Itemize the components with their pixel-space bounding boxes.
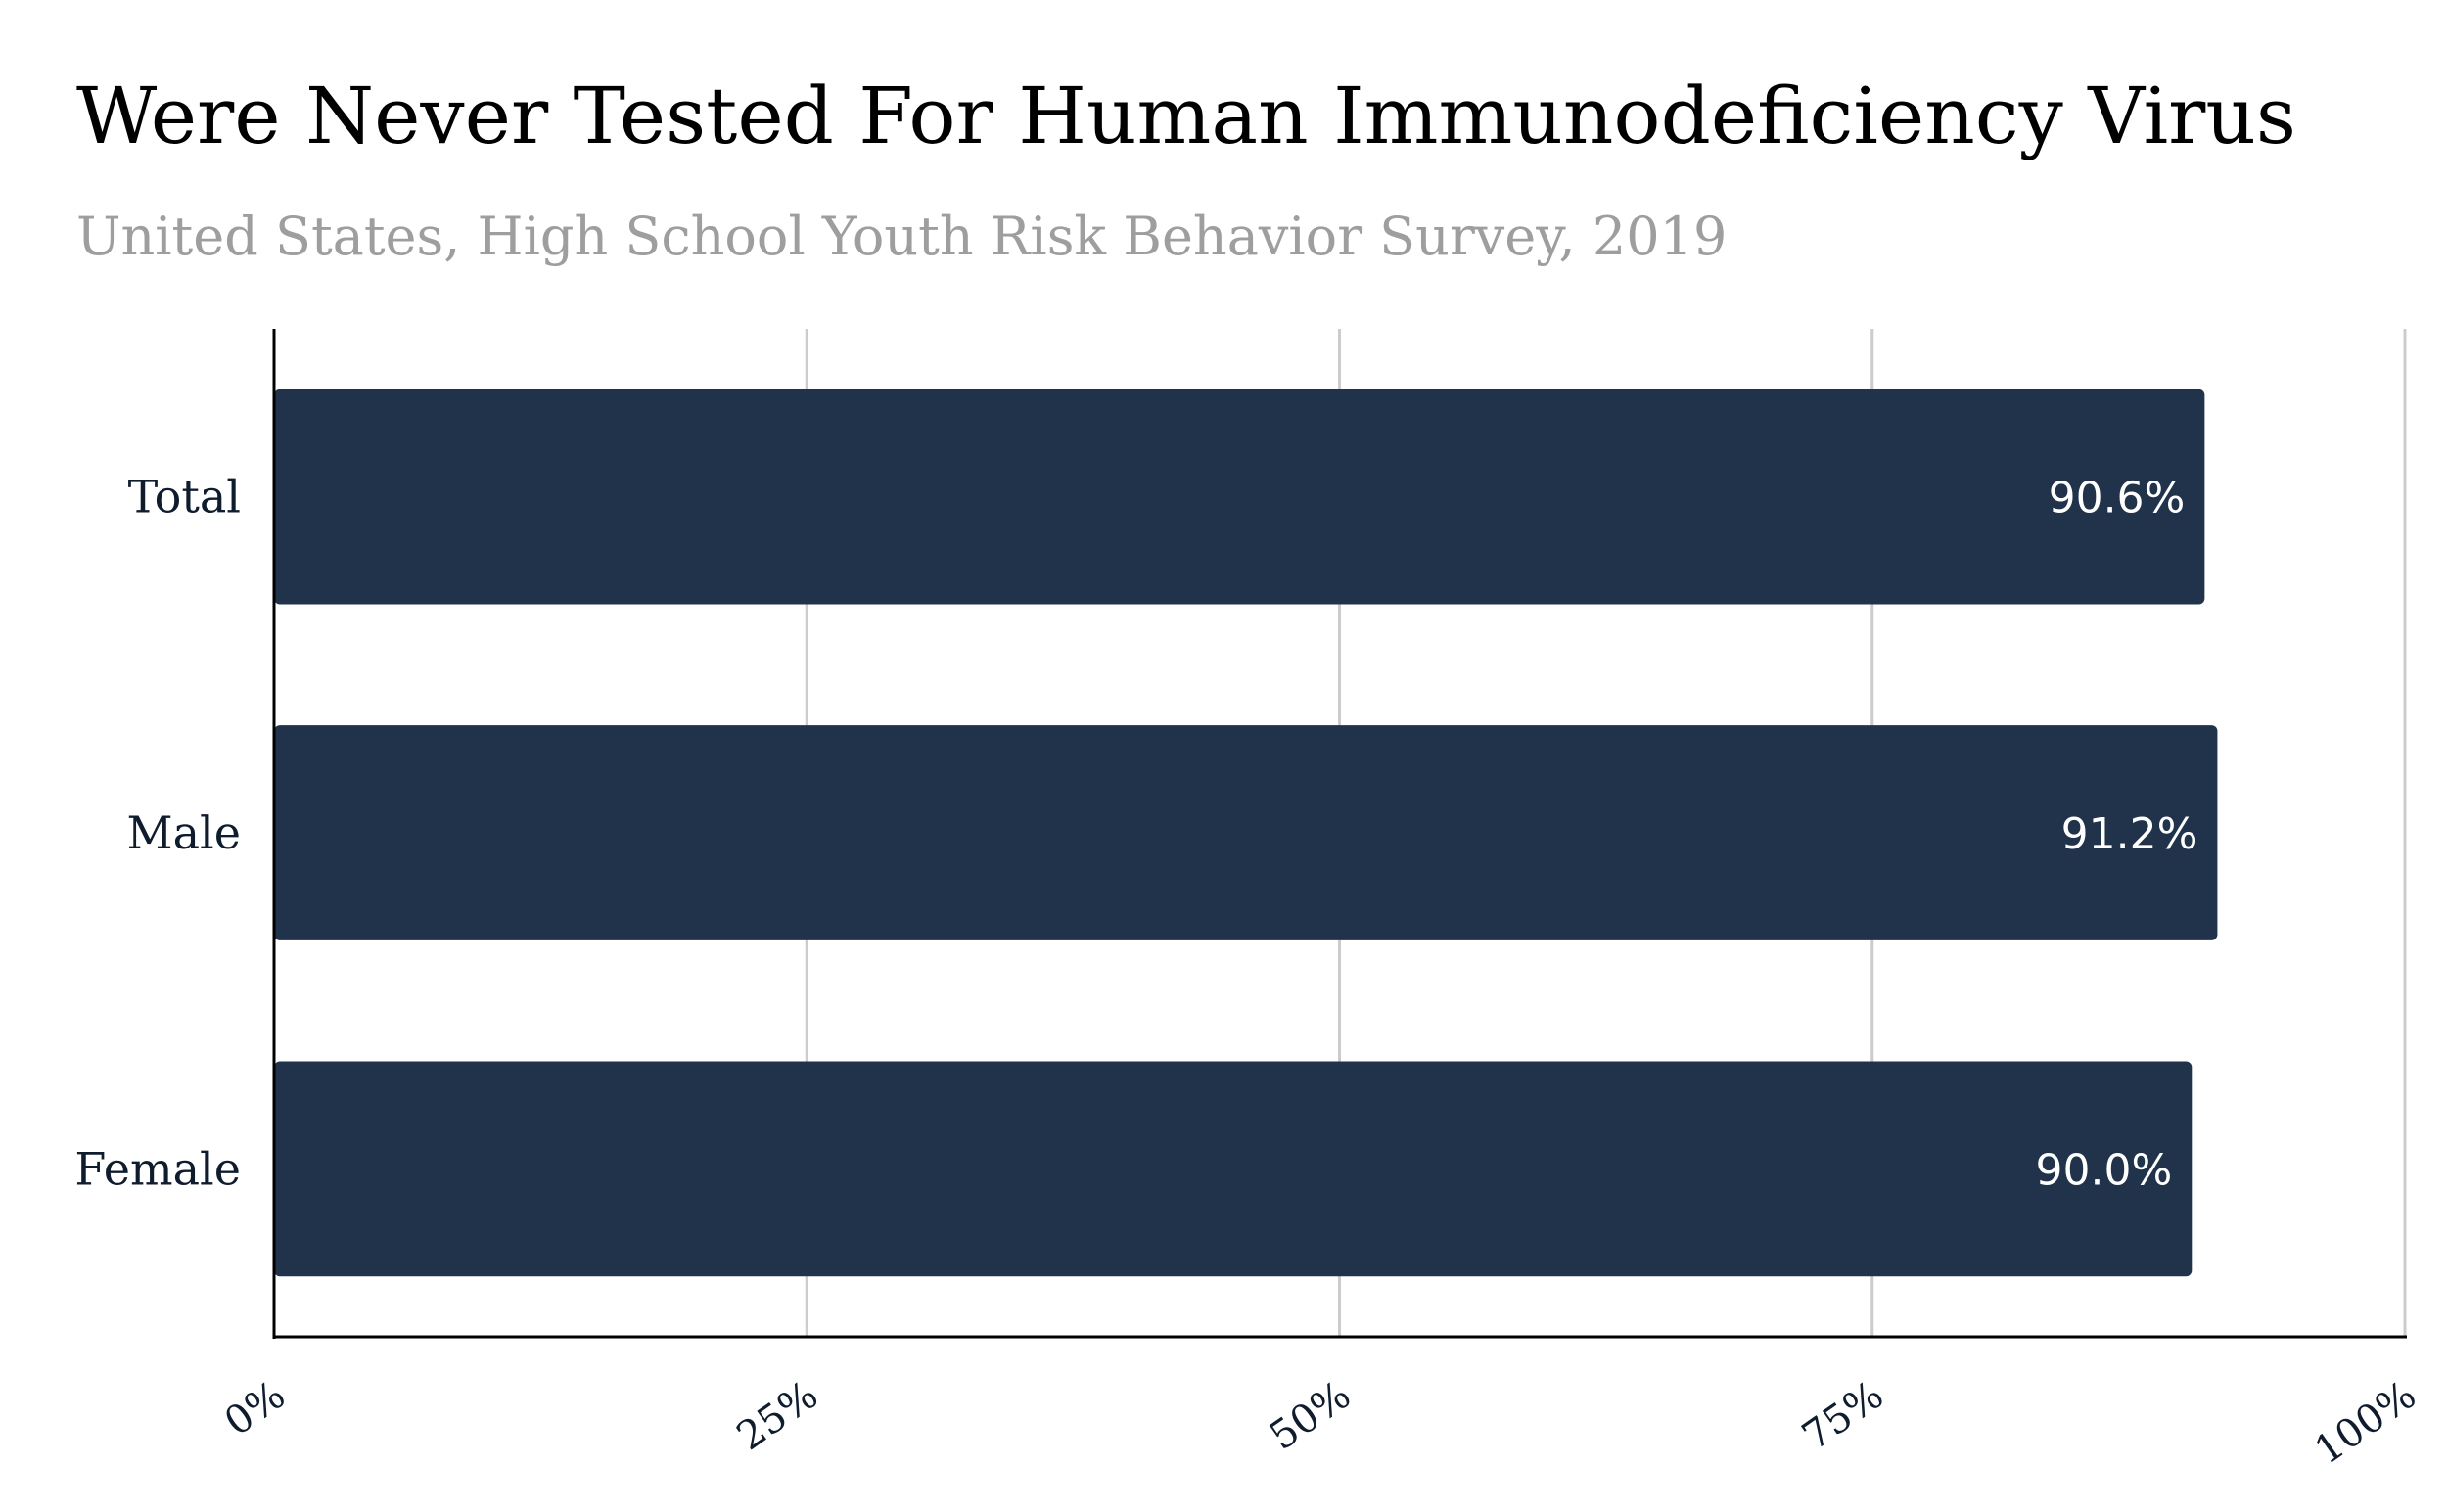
chart-title: Were Never Tested For Human Immunodefici…	[76, 70, 2296, 161]
category-label-total: Total	[128, 471, 241, 524]
bar-total	[274, 389, 2205, 605]
value-label-male: 91.2%	[2061, 809, 2198, 859]
bar-male	[274, 725, 2218, 940]
x-tick-label-75: 75%	[1794, 1373, 1891, 1460]
value-label-female: 90.0%	[2036, 1145, 2173, 1195]
bar-female	[274, 1061, 2193, 1277]
x-tick-label-0: 0%	[216, 1373, 293, 1445]
x-tick-label-50: 50%	[1262, 1373, 1359, 1460]
x-tick-label-100: 100%	[2307, 1373, 2424, 1474]
category-label-male: Male	[127, 806, 241, 859]
labels: Total 90.6% Male 91.2% Female 90.0% 0% 25% 50% 75…	[74, 471, 2424, 1474]
x-tick-label-25: 25%	[729, 1373, 826, 1460]
chart-subtitle: United States, High School Youth Risk Be…	[76, 206, 1728, 267]
bars	[274, 389, 2218, 1277]
category-label-female: Female	[74, 1142, 241, 1195]
value-label-total: 90.6%	[2049, 474, 2186, 524]
axes	[272, 329, 2407, 1339]
